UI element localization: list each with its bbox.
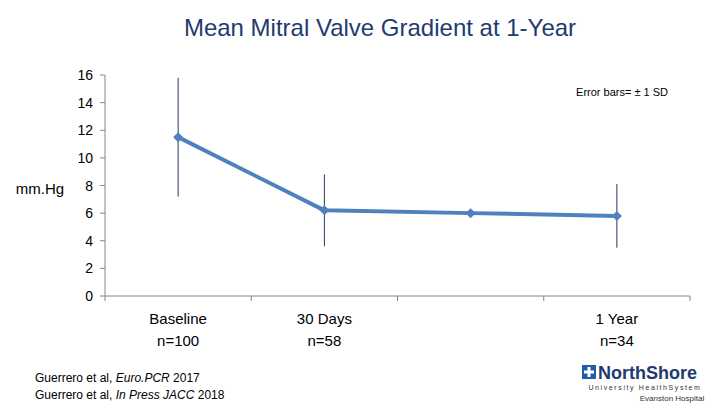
- x-tick: [690, 296, 691, 301]
- footnote-part: Guerrero et al,: [35, 371, 116, 385]
- x-tick-note: n=34: [600, 332, 634, 349]
- y-tick-label: 16: [77, 67, 93, 83]
- chart: Mean Mitral Valve Gradient at 1-Year mm.H…: [0, 0, 720, 405]
- footnote-part: Guerrero et al,: [35, 388, 116, 402]
- y-tick-label: 0: [85, 288, 93, 304]
- marker: [319, 205, 329, 215]
- x-tick-label: Baseline: [149, 310, 207, 327]
- y-tick: [100, 185, 105, 186]
- y-tick: [100, 130, 105, 131]
- series-line: [178, 137, 617, 216]
- x-tick: [397, 296, 398, 301]
- marker: [173, 132, 183, 142]
- footnote-part: 2018: [194, 388, 224, 402]
- annotation: Error bars= ± 1 SD: [576, 86, 668, 98]
- y-tick-label: 8: [85, 178, 93, 194]
- title: Mean Mitral Valve Gradient at 1-Year: [184, 14, 576, 41]
- footnote: Guerrero et al, Euro.PCR 2017: [35, 371, 200, 385]
- y-tick: [100, 296, 105, 297]
- y-axis-label: mm.Hg: [16, 180, 64, 197]
- y-tick-label: 14: [77, 95, 93, 111]
- logo-site: Evanston Hospital: [640, 394, 705, 403]
- logo-sub: University HealthSystem: [588, 384, 701, 392]
- y-tick-label: 2: [85, 260, 93, 276]
- y-tick: [100, 102, 105, 103]
- y-tick: [100, 213, 105, 214]
- y-tick: [100, 157, 105, 158]
- marker: [612, 211, 622, 221]
- logo-cross-h: [584, 371, 594, 374]
- x-tick: [105, 296, 106, 301]
- x-tick: [251, 296, 252, 301]
- y-tick: [100, 240, 105, 241]
- footnote-part: In Press JACC: [116, 388, 195, 402]
- plot-area: [173, 78, 622, 248]
- x-tick-label: 1 Year: [596, 310, 639, 327]
- y-tick-label: 10: [77, 150, 93, 166]
- logo-name: NorthShore: [598, 363, 697, 383]
- footnote: Guerrero et al, In Press JACC 2018: [35, 388, 225, 402]
- y-tick-label: 12: [77, 122, 93, 138]
- logo-cross-bg: [582, 365, 596, 379]
- footnote-part: Euro.PCR: [116, 371, 170, 385]
- y-tick-label: 6: [85, 205, 93, 221]
- y-tick: [100, 75, 105, 76]
- y-tick: [100, 268, 105, 269]
- x-tick-note: n=100: [157, 332, 199, 349]
- x-tick-label: 30 Days: [297, 310, 352, 327]
- footnote-part: 2017: [170, 371, 200, 385]
- y-tick-label: 4: [85, 233, 93, 249]
- marker: [466, 208, 476, 218]
- x-tick-note: n=58: [307, 332, 341, 349]
- x-tick: [543, 296, 544, 301]
- logo: NorthShoreUniversity HealthSystem Evansto…: [582, 363, 704, 403]
